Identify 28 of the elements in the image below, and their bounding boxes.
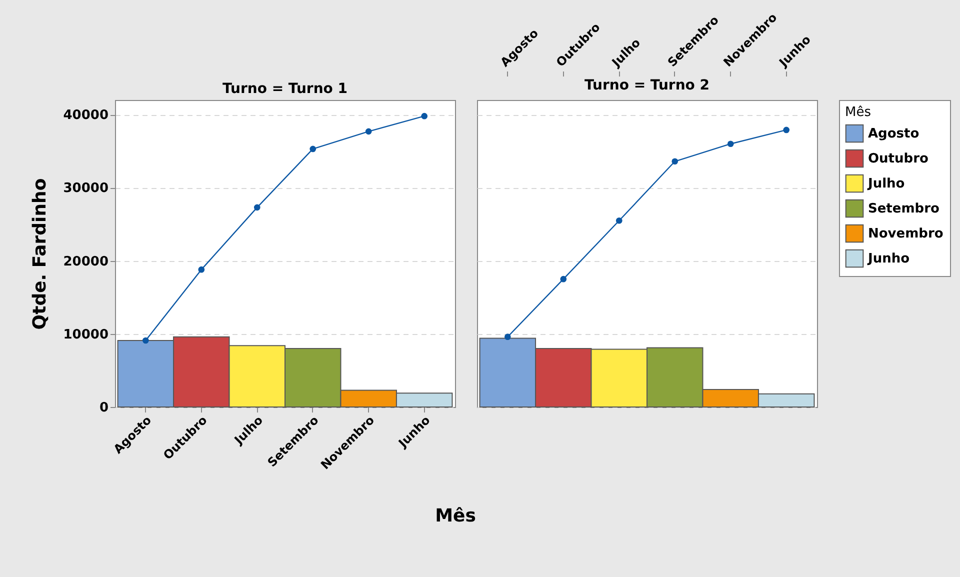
point — [365, 128, 372, 135]
point — [142, 337, 149, 344]
point — [254, 204, 260, 211]
point — [727, 140, 734, 148]
y-tick-label: 30000 — [63, 181, 108, 196]
legend-label: Novembro — [868, 226, 944, 242]
y-tick-label: 0 — [99, 400, 108, 416]
point — [198, 266, 205, 273]
legend-label: Setembro — [868, 202, 940, 216]
chart-title: Turno = Turno 2 — [584, 78, 710, 94]
point — [310, 146, 316, 152]
y-tick-label: 40000 — [63, 108, 108, 124]
point — [504, 334, 511, 340]
legend-label: Junho — [867, 252, 910, 266]
point — [560, 276, 567, 282]
legend-label: Agosto — [868, 126, 920, 142]
y-tick-label: 20000 — [63, 254, 108, 270]
chart-title: Turno = Turno 1 — [222, 81, 348, 97]
legend-label: Julho — [867, 176, 905, 192]
legend-title: Mês — [845, 105, 872, 120]
y-axis-title: Qtde. Fardinho — [29, 178, 50, 330]
legend-label: Outubro — [868, 152, 928, 166]
point — [783, 126, 790, 134]
point — [616, 217, 622, 224]
y-tick-label: 10000 — [63, 327, 108, 342]
x-axis-title: Mês — [435, 506, 476, 526]
point — [672, 158, 678, 165]
point — [421, 112, 428, 120]
